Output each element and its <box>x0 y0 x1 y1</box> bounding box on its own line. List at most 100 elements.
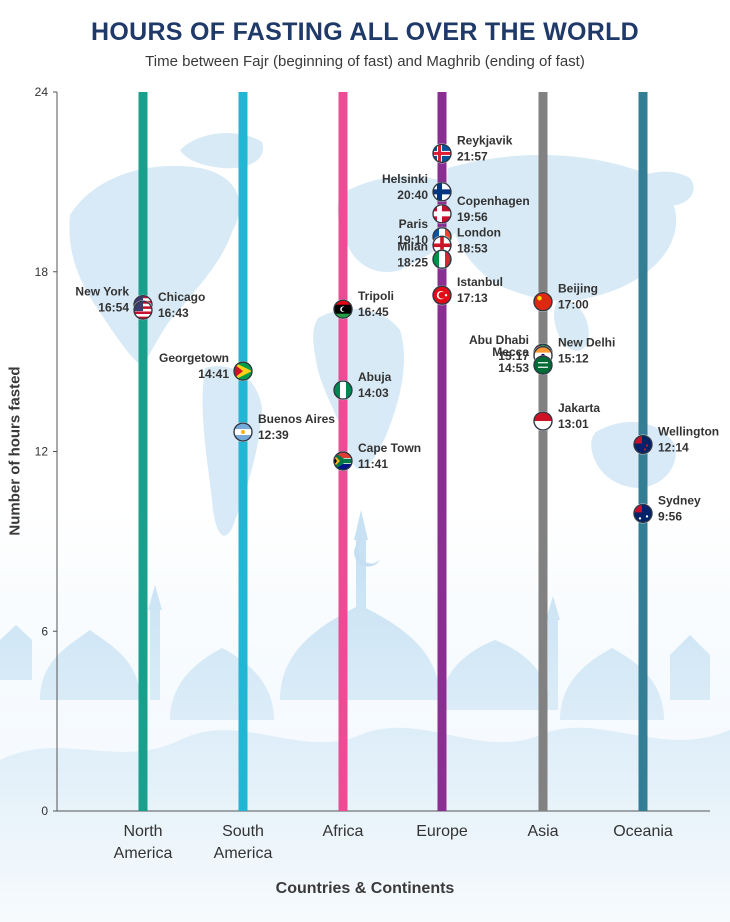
category-label: South America <box>214 823 273 862</box>
flag-outline <box>233 422 253 442</box>
indonesia-flag-icon <box>533 411 553 431</box>
time-label: 17:13 <box>457 291 488 305</box>
city-label: Buenos Aires <box>258 412 335 426</box>
city-label: New Delhi <box>558 336 615 350</box>
city-label: Cape Town <box>358 441 421 455</box>
data-point: Copenhagen 19:56 <box>432 194 530 224</box>
time-label: 21:57 <box>457 149 488 163</box>
time-label: 9:56 <box>658 509 682 523</box>
city-label: Milan <box>397 239 428 253</box>
time-label: 17:00 <box>558 298 589 312</box>
category-label: North America <box>114 823 173 862</box>
time-label: 20:40 <box>397 188 428 202</box>
time-label: 11:41 <box>358 457 388 471</box>
saudi-flag-icon <box>533 355 553 375</box>
category-label: Africa <box>323 823 364 840</box>
time-label: 14:03 <box>358 386 389 400</box>
data-point: Sydney 9:56 <box>633 493 701 524</box>
city-label: Beijing <box>558 282 598 296</box>
city-label: Georgetown <box>159 351 229 365</box>
x-axis-label: Countries & Continents <box>275 880 455 897</box>
denmark-flag-icon <box>432 204 452 224</box>
flag-outline <box>333 380 353 400</box>
flag-outline <box>233 361 253 381</box>
y-tick-label: 0 <box>41 804 48 818</box>
city-label: Jakarta <box>558 401 600 415</box>
data-point: Istanbul 17:13 <box>432 275 503 306</box>
flag-outline <box>533 411 553 431</box>
time-label: 13:01 <box>558 417 589 431</box>
italy-flag-icon <box>432 249 452 269</box>
time-label: 19:56 <box>457 210 488 224</box>
time-label: 16:45 <box>358 305 389 319</box>
flag-outline <box>432 249 452 269</box>
city-label: Sydney <box>658 493 701 507</box>
flag-outline <box>133 300 153 320</box>
data-point: London 18:53 <box>432 225 501 256</box>
y-tick-label: 6 <box>41 624 48 638</box>
flag-outline <box>432 285 452 305</box>
guyana-flag-icon <box>233 361 253 381</box>
time-label: 15:17 <box>498 349 529 363</box>
time-label: 16:43 <box>158 306 189 320</box>
chart-title: HOURS OF FASTING ALL OVER THE WORLD <box>91 18 639 46</box>
chart-subtitle: Time between Fajr (beginning of fast) an… <box>145 53 585 70</box>
flag-outline <box>533 355 553 375</box>
flag-outline <box>533 292 553 312</box>
data-point: New York 16:54 <box>75 285 153 315</box>
data-point: Reykjavik 21:57 <box>432 133 513 164</box>
data-point: Wellington 12:14 <box>633 425 719 455</box>
data-point: Jakarta 13:01 <box>533 401 600 432</box>
iceland-flag-icon <box>432 143 452 164</box>
city-label: Abuja <box>358 370 392 384</box>
data-point: Abuja 14:03 <box>333 370 392 401</box>
city-label: Chicago <box>158 290 205 304</box>
data-point: Chicago 16:43 <box>133 290 205 321</box>
data-point: Beijing 17:00 <box>533 282 598 312</box>
data-point: Helsinki 20:40 <box>382 172 452 202</box>
city-label: Wellington <box>658 425 719 439</box>
data-point: Milan 18:25 <box>397 239 452 270</box>
category-label: Europe <box>416 823 468 840</box>
city-label: Helsinki <box>382 172 428 186</box>
time-label: 14:41 <box>198 367 229 381</box>
category-label: Oceania <box>613 823 673 840</box>
flag-outline <box>333 299 353 319</box>
turkey-flag-icon <box>432 285 452 305</box>
south-africa-flag-icon <box>333 451 353 471</box>
city-label: Copenhagen <box>457 194 530 208</box>
finland-flag-icon <box>432 182 452 202</box>
time-label: 12:14 <box>658 441 689 455</box>
data-point: Buenos Aires 12:39 <box>233 412 335 443</box>
city-label: Tripoli <box>358 289 394 303</box>
city-label: Reykjavik <box>457 133 513 147</box>
category-label: Asia <box>527 823 558 840</box>
flag-outline <box>333 451 353 471</box>
flag-outline <box>633 434 653 455</box>
y-tick-label: 18 <box>35 265 49 279</box>
time-label: 15:12 <box>558 352 589 366</box>
city-label: Istanbul <box>457 275 503 289</box>
argentina-flag-icon <box>233 422 253 442</box>
flag-outline <box>432 182 452 202</box>
continent-bar <box>538 92 548 811</box>
city-label: London <box>457 225 501 239</box>
data-point: Cape Town 11:41 <box>333 441 421 471</box>
time-label: 12:39 <box>258 428 289 442</box>
flag-outline <box>633 503 653 524</box>
crescent-moon-icon <box>354 540 380 567</box>
city-label: Abu Dhabi <box>469 333 529 347</box>
time-label: 18:25 <box>397 255 428 269</box>
china-flag-icon <box>533 292 553 312</box>
flag-outline <box>432 204 452 224</box>
data-point: Mecca 14:53 <box>492 345 553 376</box>
data-point: Georgetown 14:41 <box>159 351 253 382</box>
new-zealand-flag-icon <box>633 434 653 455</box>
city-label: New York <box>75 285 129 299</box>
us-flag-icon <box>133 300 153 320</box>
continent-bar <box>138 92 148 811</box>
time-label: 16:54 <box>98 301 129 315</box>
city-label: Paris <box>399 217 429 231</box>
